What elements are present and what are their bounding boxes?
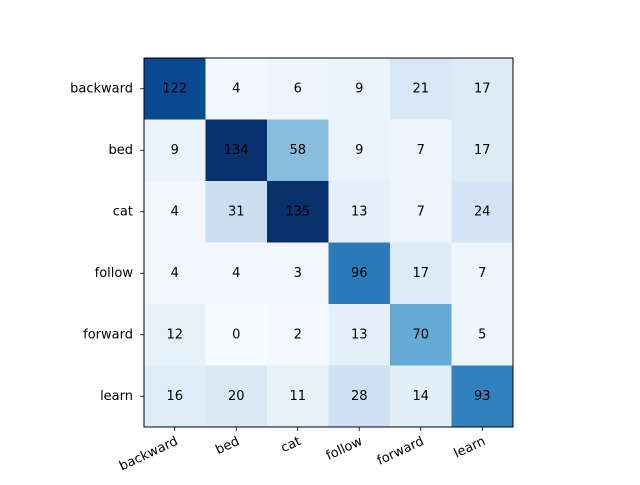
heatmap-cell xyxy=(390,304,452,366)
heatmap-cell xyxy=(390,119,452,182)
cell-value-label: 6 xyxy=(294,81,302,96)
heatmap-cell xyxy=(390,242,452,305)
heatmap-cell xyxy=(144,304,206,366)
heatmap-cell xyxy=(205,365,268,428)
cell-value-label: 4 xyxy=(232,266,240,281)
heatmap-cell xyxy=(205,242,268,305)
cell-value-label: 7 xyxy=(417,204,425,219)
heatmap-cell xyxy=(205,58,268,120)
cell-value-label: 21 xyxy=(412,81,429,96)
cell-value-label: 58 xyxy=(289,143,306,158)
heatmap-cell xyxy=(267,119,329,182)
heatmap-cell xyxy=(144,242,206,305)
cell-value-label: 5 xyxy=(478,327,486,342)
cell-value-label: 13 xyxy=(351,204,368,219)
heatmap-cell xyxy=(451,304,514,366)
y-tick-label: cat xyxy=(113,204,133,219)
heatmap-cell xyxy=(205,119,268,182)
heatmap-cell xyxy=(267,304,329,366)
cell-value-label: 4 xyxy=(171,266,179,281)
y-tick-label: follow xyxy=(95,266,134,281)
heatmap-cell xyxy=(328,119,391,182)
y-tick-label: learn xyxy=(100,389,133,404)
heatmap-cell xyxy=(328,58,391,120)
heatmap-cell xyxy=(328,181,391,243)
cell-value-label: 31 xyxy=(228,204,245,219)
cell-value-label: 134 xyxy=(224,143,249,158)
heatmap-cell xyxy=(144,58,206,120)
heatmap-cell xyxy=(451,181,514,243)
heatmap-cell xyxy=(328,304,391,366)
y-axis-ticks: backward bed cat follow forward learn xyxy=(70,81,144,404)
heatmap-cell xyxy=(144,119,206,182)
y-tick-label: bed xyxy=(108,143,133,158)
cell-value-label: 4 xyxy=(232,81,240,96)
heatmap-cell xyxy=(205,181,268,243)
heatmap-cell xyxy=(328,242,391,305)
cell-value-label: 13 xyxy=(351,327,368,342)
cell-value-label: 96 xyxy=(351,266,368,281)
cell-value-label: 3 xyxy=(294,266,302,281)
heatmap-cell xyxy=(144,365,206,428)
heatmap-cell xyxy=(267,181,329,243)
cell-value-label: 9 xyxy=(355,81,363,96)
heatmap-cell xyxy=(390,365,452,428)
heatmap-cell xyxy=(267,242,329,305)
cell-value-label: 14 xyxy=(412,389,429,404)
cell-value-label: 0 xyxy=(232,327,240,342)
heatmap-cell xyxy=(267,365,329,428)
cell-value-label: 7 xyxy=(417,143,425,158)
heatmap-cell xyxy=(144,181,206,243)
cell-value-label: 11 xyxy=(289,389,306,404)
heatmap-cell xyxy=(451,119,514,182)
axes-frame xyxy=(143,57,514,428)
cell-value-label: 4 xyxy=(171,204,179,219)
cell-value-labels: 122 4 6 9 21 179 134 58 9 7 174 31 135 13 7 244 4 3 96 17 71… xyxy=(162,81,490,404)
cell-value-label: 20 xyxy=(228,389,245,404)
cell-value-label: 17 xyxy=(474,81,491,96)
heatmap-cell xyxy=(390,181,452,243)
cell-value-label: 17 xyxy=(474,143,491,158)
heatmap-cell xyxy=(451,58,514,120)
cell-value-label: 70 xyxy=(412,327,429,342)
heatmap-cells xyxy=(144,58,514,428)
y-tick-label: forward xyxy=(83,327,133,342)
heatmap-cell xyxy=(451,242,514,305)
y-tick-label: backward xyxy=(70,81,133,96)
cell-value-label: 9 xyxy=(171,143,179,158)
cell-value-label: 16 xyxy=(166,389,183,404)
heatmap-cell xyxy=(451,365,514,428)
cell-value-label: 9 xyxy=(355,143,363,158)
cell-value-label: 24 xyxy=(474,204,491,219)
heatmap-cell xyxy=(205,304,268,366)
cell-value-label: 2 xyxy=(294,327,302,342)
heatmap-cell xyxy=(328,365,391,428)
cell-value-label: 93 xyxy=(474,389,491,404)
cell-value-label: 7 xyxy=(478,266,486,281)
cell-value-label: 28 xyxy=(351,389,368,404)
heatmap-cell xyxy=(390,58,452,120)
cell-value-label: 12 xyxy=(166,327,183,342)
cell-value-label: 122 xyxy=(162,81,187,96)
cell-value-label: 17 xyxy=(412,266,429,281)
heatmap-cell xyxy=(267,58,329,120)
cell-value-label: 135 xyxy=(285,204,310,219)
